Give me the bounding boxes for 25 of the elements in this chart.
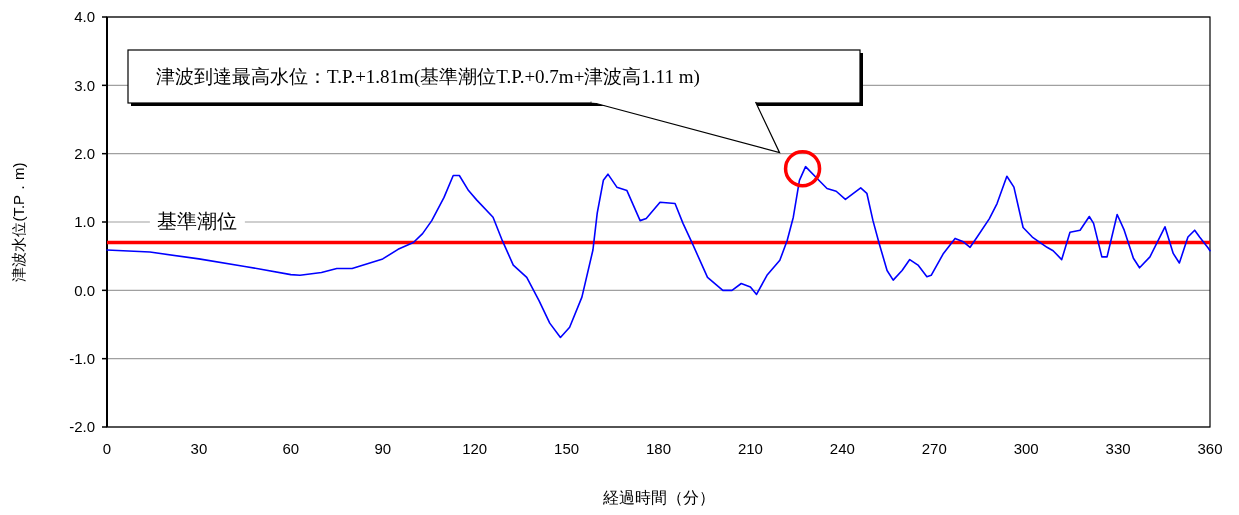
x-tick-label: 60: [282, 440, 300, 457]
x-tick-label: 330: [1105, 440, 1131, 457]
line-series: [106, 165, 1211, 339]
y-axis-title: 津波水位(T.P．m): [10, 162, 27, 282]
annotation: 津波到達最高水位：T.P.+1.81m(基準潮位T.P.+0.7m+津波高1.11 m): [156, 66, 700, 89]
x-tick-label: 180: [645, 440, 672, 457]
x-axis-title: 経過時間（分）: [601, 489, 715, 506]
x-tick-label: 120: [462, 440, 488, 457]
ref-line-label: 基準潮位: [157, 210, 238, 232]
y-tick-label: 3.0: [74, 76, 95, 94]
x-tick-label: 30: [190, 440, 208, 457]
y-tick-label: -1.0: [69, 349, 95, 367]
x-tick-label: 360: [1197, 440, 1223, 457]
x-tick-label: 240: [829, 440, 855, 457]
x-tick-label: 210: [737, 440, 763, 457]
y-tick-label: -2.0: [69, 418, 95, 436]
x-tick-label: 300: [1013, 440, 1039, 457]
y-tick-label: 2.0: [74, 144, 95, 162]
y-tick-label: 4.0: [74, 8, 95, 26]
x-tick-label: 150: [554, 440, 580, 457]
y-tick-label: 1.0: [74, 213, 95, 231]
x-tick-label: 270: [921, 440, 947, 457]
x-tick-label: 90: [374, 440, 392, 457]
x-tick-label: 0: [102, 440, 112, 457]
y-tick-label: 0.0: [74, 281, 95, 299]
